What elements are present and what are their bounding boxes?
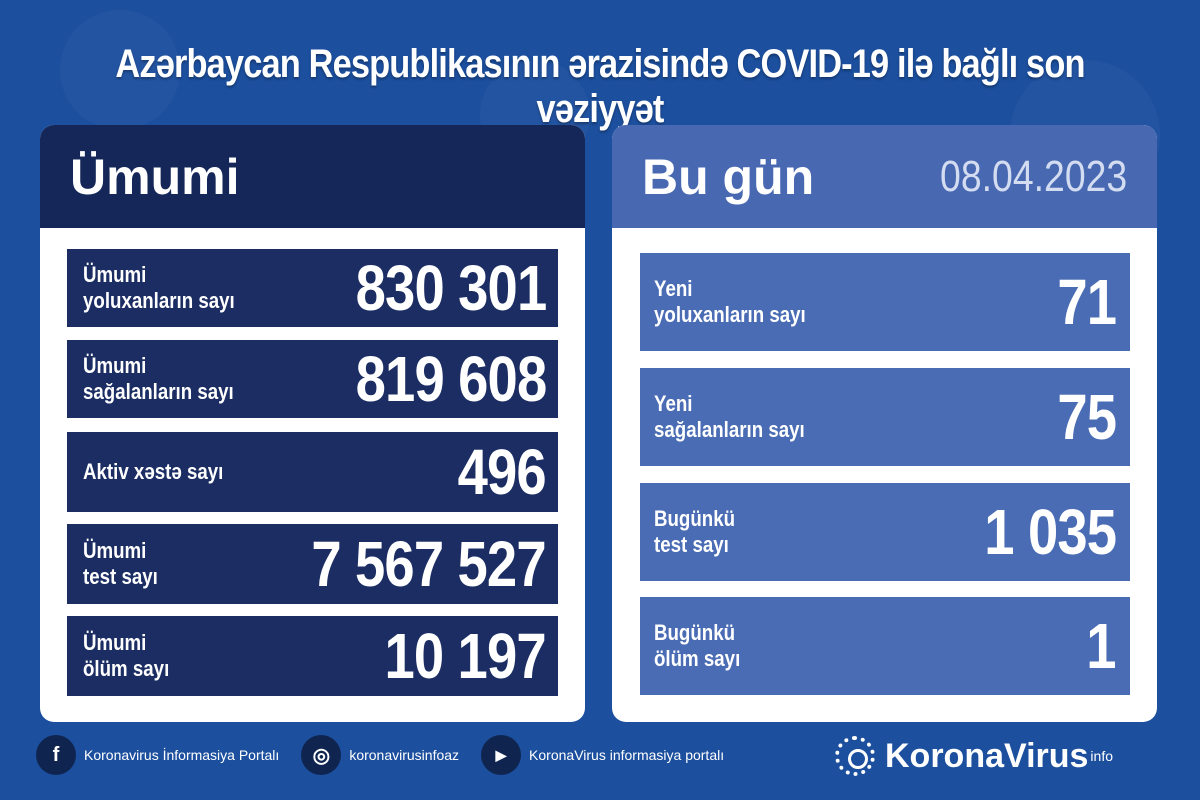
- row-label: ölüm sayı: [83, 656, 170, 681]
- today-row: Bugünkü test sayı 1 035: [640, 483, 1130, 581]
- today-row: Yeni yoluxanların sayı 71: [640, 253, 1130, 351]
- koronavirus-logo: KoronaVirus info: [835, 736, 1113, 776]
- today-heading: Bu gün: [642, 148, 815, 205]
- youtube-label: KoronaVirus informasiya portalı: [529, 747, 725, 763]
- facebook-icon: f: [36, 735, 76, 775]
- row-value: 7 567 527: [311, 528, 547, 600]
- total-row: Aktiv xəstə sayı 496: [67, 432, 558, 512]
- total-heading: Ümumi: [40, 125, 585, 228]
- row-value: 75: [1057, 381, 1117, 453]
- row-label: yoluxanların sayı: [83, 288, 235, 313]
- row-label: sağalanların sayı: [654, 417, 805, 442]
- logo-sup: info: [1090, 748, 1113, 764]
- row-label: Yeni: [654, 276, 693, 301]
- facebook-label: Koronavirus İnformasiya Portalı: [84, 747, 280, 763]
- row-label: Bugünkü: [654, 620, 736, 645]
- row-value: 496: [457, 436, 547, 508]
- row-value: 819 608: [355, 343, 547, 415]
- row-value: 830 301: [355, 252, 547, 324]
- instagram-icon: ◎: [301, 735, 342, 775]
- virus-decoration: [60, 10, 180, 130]
- facebook-link[interactable]: f Koronavirus İnformasiya Portalı: [36, 735, 279, 775]
- row-label: Ümumi: [83, 262, 147, 287]
- youtube-icon: ▶: [481, 735, 522, 775]
- row-label: yoluxanların sayı: [654, 302, 806, 327]
- row-label: test sayı: [654, 532, 729, 557]
- today-card: Bu gün 08.04.2023 Yeni yoluxanların sayı 71…: [612, 125, 1157, 722]
- total-card: Ümumi Ümumi yoluxanların sayı 830 301 Ümum…: [40, 125, 585, 722]
- row-value: 71: [1057, 266, 1117, 338]
- row-label: Ümumi: [83, 538, 147, 563]
- date: 08.04.2023: [939, 151, 1127, 201]
- today-row: Yeni sağalanların sayı 75: [640, 368, 1130, 466]
- total-row: Ümumi sağalanların sayı 819 608: [67, 340, 558, 418]
- row-value: 1: [1086, 610, 1117, 682]
- total-row: Ümumi yoluxanların sayı 830 301: [67, 249, 558, 327]
- row-label: Bugünkü: [654, 506, 736, 531]
- youtube-link[interactable]: ▶ KoronaVirus informasiya portalı: [481, 735, 724, 775]
- row-label: test sayı: [83, 564, 158, 589]
- row-label: sağalanların sayı: [83, 379, 234, 404]
- instagram-link[interactable]: ◎ koronavirusinfoaz: [301, 735, 459, 775]
- footer: f Koronavirus İnformasiya Portalı ◎ korona…: [36, 735, 746, 775]
- instagram-label: koronavirusinfoaz: [349, 747, 460, 763]
- row-label: Ümumi: [83, 630, 147, 655]
- row-value: 10 197: [384, 620, 547, 692]
- logo-text: KoronaVirus: [885, 736, 1089, 775]
- row-label: Aktiv xəstə sayı: [83, 459, 224, 484]
- page-title: Azərbaycan Respublikasının ərazisində CO…: [115, 42, 1085, 131]
- row-label: Yeni: [654, 391, 693, 416]
- total-row: Ümumi test sayı 7 567 527: [67, 524, 558, 604]
- row-label: ölüm sayı: [654, 646, 741, 671]
- today-row: Bugünkü ölüm sayı 1: [640, 597, 1130, 695]
- row-label: Ümumi: [83, 353, 147, 378]
- total-row: Ümumi ölüm sayı 10 197: [67, 616, 558, 696]
- row-value: 1 035: [984, 496, 1117, 568]
- virus-logo-icon: [835, 736, 875, 776]
